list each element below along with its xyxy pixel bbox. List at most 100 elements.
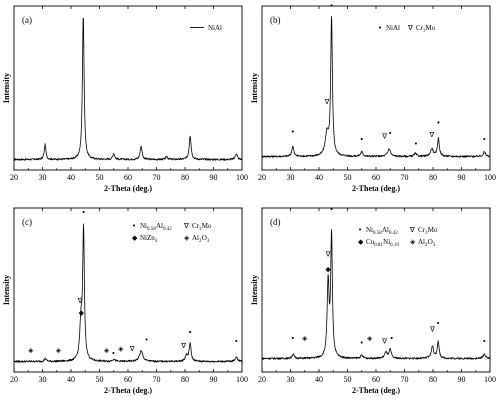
peak-marker: • <box>414 140 418 148</box>
legend-label: Al2 O3 <box>418 238 436 248</box>
x-axis-title: 2-Theta (deg.) <box>104 184 152 193</box>
x-tick-label: 100 <box>484 173 496 182</box>
peak-marker: ∇ <box>77 297 83 305</box>
x-tick-label: 40 <box>315 375 323 384</box>
peak-marker: ◆ <box>79 309 85 317</box>
x-tick-label: 70 <box>153 173 161 182</box>
legend-symbol: ◆ <box>358 238 364 246</box>
legend-label: Cr3 Mo <box>192 222 212 232</box>
panel-label: (b) <box>270 15 281 25</box>
peak-marker: ∇ <box>180 342 186 350</box>
peak-marker: • <box>188 329 192 337</box>
y-axis-title: Intensity <box>250 73 259 103</box>
peak-marker: ∇ <box>324 98 330 106</box>
x-axis-title: 2-Theta (deg.) <box>104 386 152 395</box>
peak-marker: • <box>360 339 364 347</box>
peak-marker: • <box>329 206 333 214</box>
peak-marker: • <box>436 320 440 328</box>
y-axis-title: Intensity <box>2 275 11 305</box>
legend: • NiAl ∇ Cr₃Mo <box>378 24 436 32</box>
x-tick-label: 40 <box>67 173 75 182</box>
x-tick-label: 80 <box>429 375 437 384</box>
x-tick-label: 60 <box>372 375 380 384</box>
legend-label: NiZn3 <box>140 234 158 244</box>
peak-marker: • <box>291 335 295 343</box>
peak-marker: • <box>482 136 486 144</box>
x-tick-label: 100 <box>484 375 496 384</box>
peak-marker: ∇ <box>129 345 135 353</box>
legend-symbol: ◈ <box>410 238 416 246</box>
x-tick-label: 90 <box>458 375 466 384</box>
legend-label: Cr₃Mo <box>416 24 436 32</box>
x-tick-label: 90 <box>210 375 218 384</box>
x-tick-label: 70 <box>401 375 409 384</box>
x-tick-label: 90 <box>210 173 218 182</box>
x-tick-label: 30 <box>39 173 47 182</box>
x-tick-label: 40 <box>67 375 75 384</box>
legend-symbol: • <box>358 226 362 234</box>
x-axis-title: 2-Theta (deg.) <box>352 386 400 395</box>
peak-marker: • <box>388 130 392 138</box>
peak-marker: ◆ <box>325 266 331 274</box>
plot-frame <box>261 5 491 171</box>
peak-marker: ◈ <box>302 335 308 343</box>
x-tick-label: 50 <box>344 375 352 384</box>
y-axis-title: Intensity <box>2 73 11 103</box>
x-tick-label: 70 <box>401 173 409 182</box>
x-tick-label: 30 <box>39 375 47 384</box>
peak-marker: • <box>234 338 238 346</box>
x-axis-title: 2-Theta (deg.) <box>352 184 400 193</box>
y-axis-title: Intensity <box>250 275 259 305</box>
x-tick-label: 90 <box>458 173 466 182</box>
legend-label: Cu0.81 Ni0.19 <box>366 238 399 248</box>
x-tick-label: 20 <box>10 173 18 182</box>
peak-marker: • <box>436 119 440 127</box>
xrd-pattern-line <box>13 17 243 161</box>
legend-symbol: • <box>378 24 382 32</box>
peak-marker: ◈ <box>56 347 62 355</box>
legend-symbol: ∇ <box>407 24 413 32</box>
xrd-pattern-line <box>261 229 490 360</box>
legend: NiAl <box>190 24 222 32</box>
x-tick-label: 60 <box>124 173 132 182</box>
legend: • Ni0.58 Al0.42 ∇ Cr3 Mo ◆ Cu0.81 Ni0.19 ◈ Al… <box>358 226 438 248</box>
x-tick-label: 70 <box>153 375 161 384</box>
peak-marker: • <box>144 336 148 344</box>
plot-frame <box>13 207 243 373</box>
peak-marker: ◈ <box>104 347 110 355</box>
x-tick-label: 80 <box>429 173 437 182</box>
peak-marker: • <box>329 2 333 10</box>
peak-marker: ∇ <box>381 338 387 346</box>
peak-marker: ◈ <box>367 335 373 343</box>
x-tick-label: 50 <box>96 173 104 182</box>
x-tick-label: 80 <box>181 375 189 384</box>
x-tick-label: 40 <box>315 173 323 182</box>
peak-marker: ∇ <box>429 131 435 139</box>
peak-marker: • <box>291 128 295 136</box>
peak-marker: • <box>482 338 486 346</box>
peak-marker: ∇ <box>325 251 331 259</box>
legend-symbol: ∇ <box>183 222 189 230</box>
peak-marker: • <box>390 335 394 343</box>
x-tick-label: 80 <box>181 173 189 182</box>
legend-label: Ni0.58 Al0.42 <box>140 222 172 232</box>
x-tick-label: 30 <box>287 173 295 182</box>
peak-marker: • <box>81 209 85 217</box>
xrd-pattern-line <box>261 15 491 158</box>
x-tick-label: 50 <box>96 375 104 384</box>
x-tick-label: 100 <box>236 173 248 182</box>
panel-c: 20 30 40 50 60 70 80 90 100 2-Theta (deg.) Intensi… <box>2 207 248 395</box>
peak-marker: • <box>111 350 115 358</box>
x-tick-label: 20 <box>258 375 266 384</box>
legend-label: NiAl <box>386 24 400 32</box>
legend-symbol: ◆ <box>132 234 138 242</box>
legend-label: Al2 O3 <box>192 234 210 244</box>
peak-marker: • <box>360 136 364 144</box>
x-tick-label: 20 <box>10 375 18 384</box>
legend-label: Ni0.58 Al0.42 <box>366 226 398 236</box>
panel-d: 20 30 40 50 60 70 80 90 100 2-Theta (deg.) Intensi… <box>250 206 496 396</box>
legend-symbol: • <box>132 222 136 230</box>
panel-a: 20 30 40 50 60 70 80 90 100 2-Theta (deg.) Intensi… <box>2 5 248 193</box>
legend: • Ni0.58 Al0.42 ∇ Cr3 Mo ◆ NiZn3 ◈ Al2 O3 <box>132 222 212 244</box>
